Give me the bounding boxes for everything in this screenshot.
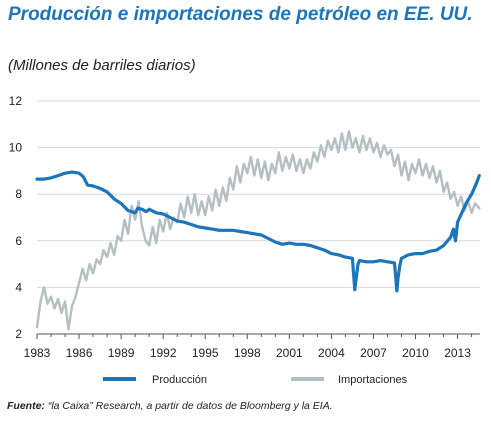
- x-tick-label-1998: 1998: [234, 346, 261, 360]
- legend-label-produccion: Producción: [152, 374, 207, 386]
- x-tick-label-1989: 1989: [108, 346, 135, 360]
- y-tick-label-6: 6: [15, 234, 22, 248]
- grid-lines: [37, 100, 480, 288]
- x-tick-label-2001: 2001: [276, 346, 303, 360]
- series-layer: [35, 130, 481, 331]
- x-axis: 1983 1986 1989 1992 1995 1998 2001 2004 2007 2010…: [24, 333, 480, 360]
- source-label: Fuente:: [7, 400, 45, 412]
- chart-subtitle: (Millones de barriles diarios): [8, 57, 196, 74]
- legend: Producción Importaciones: [103, 374, 408, 386]
- x-tick-label-1983: 1983: [24, 346, 51, 360]
- y-tick-label-12: 12: [9, 94, 23, 108]
- y-tick-label-10: 10: [9, 141, 23, 155]
- y-axis: 2 4 6 8 10 12: [9, 94, 23, 341]
- source-text: “la Caixa” Research, a partir de datos d…: [44, 400, 333, 412]
- x-tick-label-2010: 2010: [402, 346, 429, 360]
- y-tick-label-4: 4: [15, 280, 22, 294]
- series-line-produccion: [35, 170, 481, 293]
- x-tick-label-1995: 1995: [192, 346, 219, 360]
- source-note: Fuente: “la Caixa” Research, a partir de…: [7, 400, 333, 412]
- x-tick-label-1992: 1992: [150, 346, 177, 360]
- legend-label-importaciones: Importaciones: [338, 374, 408, 386]
- x-tick-label-1986: 1986: [66, 346, 93, 360]
- x-tick-label-2013: 2013: [444, 346, 471, 360]
- x-tick-label-2007: 2007: [360, 346, 387, 360]
- series-line-importaciones: [35, 130, 481, 331]
- chart-title: Producción e importaciones de petróleo e…: [8, 4, 473, 25]
- y-tick-label-8: 8: [15, 187, 22, 201]
- y-tick-label-2: 2: [15, 327, 22, 341]
- x-tick-label-2004: 2004: [318, 346, 345, 360]
